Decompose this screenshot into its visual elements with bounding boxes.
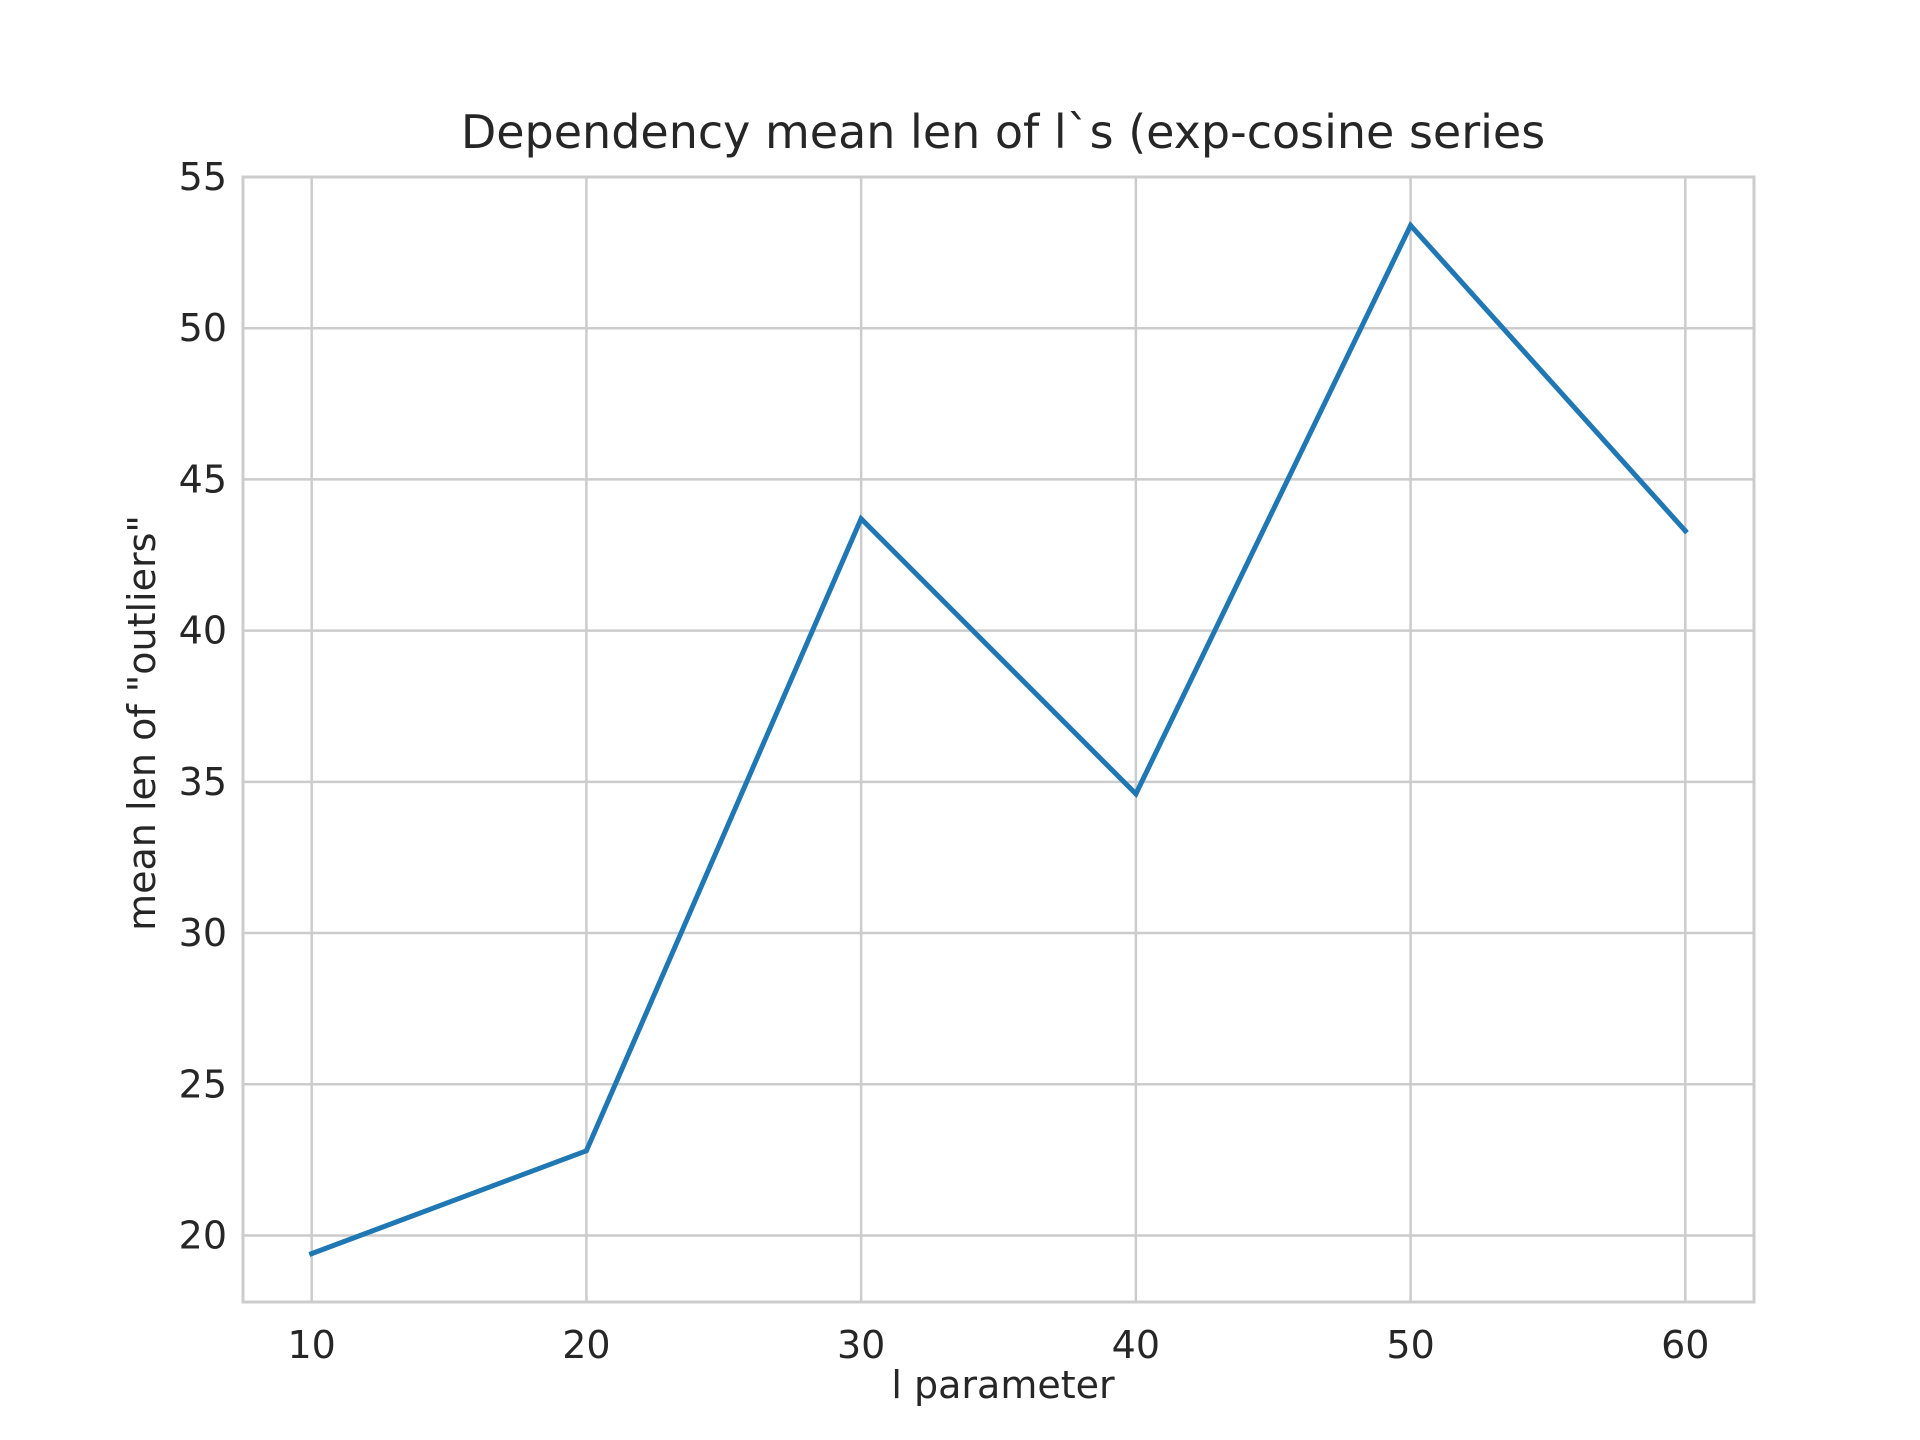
- x-tick-label: 30: [837, 1323, 885, 1367]
- data-point: [858, 516, 864, 522]
- x-axis-title: l parameter: [891, 1363, 1115, 1407]
- y-tick-label: 20: [179, 1213, 227, 1257]
- x-tick-label: 50: [1386, 1323, 1434, 1367]
- x-tick-label: 10: [288, 1323, 336, 1367]
- data-point: [1133, 791, 1139, 797]
- x-tick-label: 60: [1661, 1323, 1709, 1367]
- plot-frame: [241, 175, 1756, 1304]
- x-tick-labels: 10 20 30 40 50 60: [288, 1323, 1710, 1367]
- x-tick-label: 20: [562, 1323, 610, 1367]
- data-point: [583, 1148, 589, 1154]
- data-point: [1408, 222, 1414, 228]
- data-point: [309, 1251, 315, 1257]
- y-tick-labels: 20 25 30 35 40 45 50 55: [179, 155, 227, 1257]
- data-point: [1682, 528, 1688, 534]
- y-tick-label: 30: [179, 911, 227, 955]
- x-tick-label: 40: [1112, 1323, 1160, 1367]
- series-layer: [308, 220, 1689, 1257]
- series-line: [308, 220, 1689, 1257]
- y-tick-label: 35: [179, 760, 227, 804]
- y-tick-label: 40: [179, 609, 227, 653]
- y-tick-label: 25: [179, 1062, 227, 1106]
- y-tick-label: 55: [179, 155, 227, 199]
- y-tick-label: 45: [179, 457, 227, 501]
- chart-title: Dependency mean len of l`s (exp-cosine s…: [461, 105, 1545, 159]
- y-tick-label: 50: [179, 306, 227, 350]
- grid: [243, 175, 1754, 1302]
- y-axis-title: mean len of "outliers": [120, 515, 164, 931]
